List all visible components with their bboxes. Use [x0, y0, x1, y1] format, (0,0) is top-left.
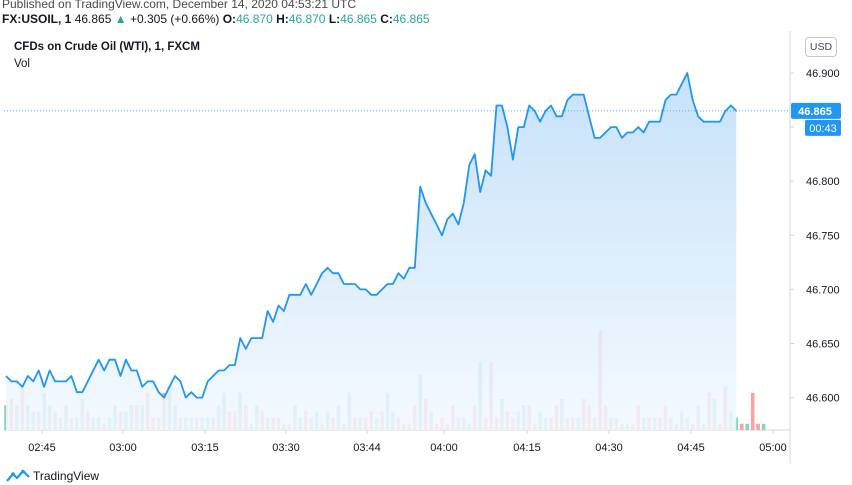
y-tick-label: 46.600 — [806, 393, 840, 405]
currency-button[interactable]: USD — [805, 37, 837, 57]
x-tick-label: 03:15 — [191, 442, 219, 454]
price-chart[interactable]: 46.90046.85046.80046.75046.70046.65046.6… — [0, 31, 852, 463]
y-tick-label: 46.800 — [806, 176, 840, 188]
chart-legend-title: CFDs on Crude Oil (WTI), 1, FXCM — [14, 41, 200, 53]
volume-bar — [740, 423, 744, 430]
high-label: H: — [276, 12, 289, 26]
x-tick-label: 03:44 — [353, 442, 381, 454]
price-area — [6, 73, 737, 430]
y-tick-label: 46.700 — [806, 284, 840, 296]
x-tick-label: 04:45 — [677, 442, 705, 454]
open-label: O: — [222, 12, 237, 26]
y-tick-label: 46.750 — [806, 230, 840, 242]
y-tick-label: 46.900 — [806, 68, 840, 80]
low-label: L: — [328, 12, 341, 26]
volume-bar — [750, 392, 755, 430]
close-label: C: — [380, 12, 393, 26]
price-badge-value: 46.865 — [798, 106, 832, 118]
last-price: 46.865 — [74, 12, 112, 26]
volume-bar — [761, 423, 766, 430]
x-tick-label: 03:00 — [109, 442, 137, 454]
x-tick-label: 05:00 — [759, 442, 787, 454]
close-value: 46.865 — [392, 12, 430, 26]
symbol-ohlc-bar: FX:USOIL, 1 46.865 ▲ +0.305 (+0.66%) O:4… — [2, 12, 430, 26]
published-info: Published on TradingView.com, December 1… — [2, 0, 356, 11]
x-tick-label: 03:30 — [272, 442, 300, 454]
volume-bar — [745, 423, 749, 430]
y-tick-label: 46.650 — [806, 339, 840, 351]
x-tick-label: 04:15 — [513, 442, 541, 454]
x-tick-label: 04:30 — [595, 442, 623, 454]
price-line — [5, 72, 737, 399]
open-value: 46.870 — [236, 12, 273, 26]
tradingview-logo-icon — [6, 469, 30, 482]
low-value: 46.865 — [340, 12, 377, 26]
volume-bar — [756, 423, 760, 430]
footer-brand[interactable]: TradingView — [6, 467, 99, 485]
symbol-label: FX:USOIL, 1 — [2, 12, 72, 26]
countdown-badge — [805, 119, 841, 136]
high-value: 46.870 — [288, 12, 326, 26]
price-badge — [791, 102, 841, 119]
change-value: +0.305 (+0.66%) — [129, 12, 220, 26]
volume-legend-label: Vol — [14, 58, 30, 70]
change-arrow-icon: ▲ — [114, 12, 127, 26]
x-tick-label: 02:45 — [28, 442, 56, 454]
x-tick-label: 04:00 — [430, 442, 458, 454]
countdown-value: 00:43 — [809, 123, 837, 135]
brand-name: TradingView — [33, 469, 100, 483]
chart-frame: 46.90046.85046.80046.75046.70046.65046.6… — [0, 31, 852, 463]
